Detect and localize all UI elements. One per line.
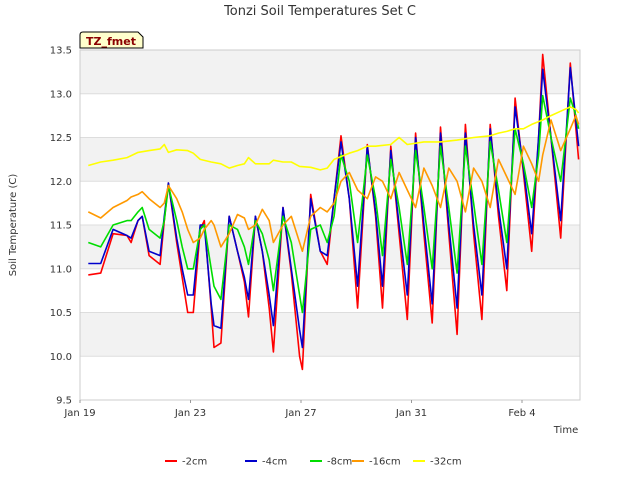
x-tick-label: Jan 31: [395, 408, 427, 419]
y-tick-label: 10.5: [50, 308, 72, 319]
y-axis-label: Soil Temperature (C): [8, 174, 19, 277]
plot-frame: [79, 49, 581, 401]
plot-band: [80, 356, 580, 400]
y-tick-label: 11.0: [50, 264, 72, 275]
legend-label: -2cm: [182, 457, 207, 468]
site-badge: TZ_fmet: [79, 31, 144, 49]
chart-title: Tonzi Soil Temperatures Set C: [223, 4, 416, 19]
y-tick-label: 9.5: [56, 396, 72, 407]
y-tick-label: 12.5: [50, 133, 72, 144]
plot-band: [80, 93, 580, 138]
plot-band: [80, 312, 580, 357]
legend-label: -16cm: [369, 457, 401, 468]
series-lines: [87, 53, 580, 371]
series-line-32cm: [88, 106, 580, 171]
plot-band: [80, 268, 580, 313]
series-line-8cm: [88, 94, 580, 314]
y-axis-ticks: 9.5 10.0 10.5 11.0 11.5 12.0 12.5 13.0 13.5: [50, 46, 72, 407]
plot-band: [80, 50, 580, 94]
legend-label: -32cm: [430, 457, 462, 468]
series-line-16cm: [87, 114, 580, 253]
x-axis-ticks: Jan 19 Jan 23 Jan 27 Jan 31 Feb 4: [63, 400, 536, 419]
legend-label: -4cm: [262, 457, 287, 468]
x-tick-label: Jan 23: [174, 408, 206, 419]
x-tick-label: Jan 27: [284, 408, 316, 419]
y-tick-label: 11.5: [50, 221, 72, 232]
x-tick-label: Feb 4: [508, 408, 535, 419]
y-tick-label: 10.0: [50, 352, 72, 363]
y-tick-label: 13.0: [50, 89, 72, 100]
x-axis-label: Time: [553, 425, 578, 436]
legend-label: -8cm: [327, 457, 352, 468]
series-line-4cm: [88, 66, 580, 349]
y-tick-label: 13.5: [50, 46, 72, 57]
legend: -2cm -4cm -8cm -16cm -32cm: [165, 457, 462, 468]
site-badge-label: TZ_fmet: [86, 35, 136, 48]
x-tick-label: Jan 19: [63, 408, 95, 419]
y-tick-label: 12.0: [50, 177, 72, 188]
